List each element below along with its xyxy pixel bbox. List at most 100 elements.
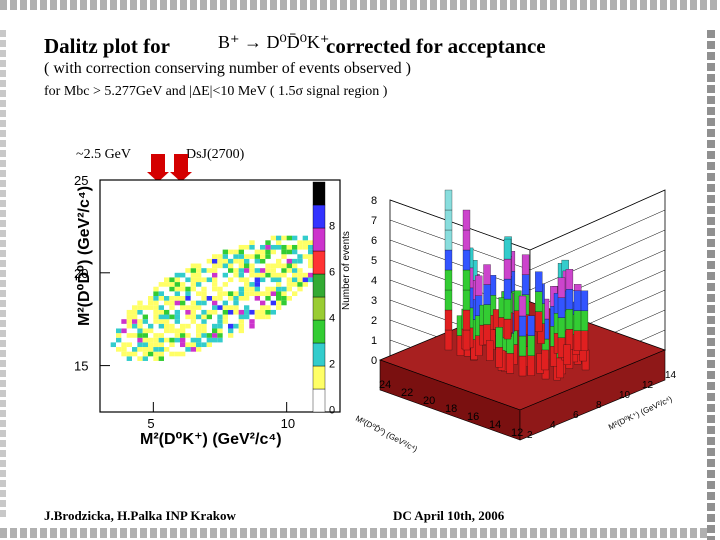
heatmap-cell bbox=[201, 319, 207, 324]
heatmap-cell bbox=[260, 254, 266, 259]
heatmap-cell bbox=[217, 286, 223, 292]
heatmap-cell bbox=[297, 268, 303, 273]
color-scale-swatch bbox=[312, 342, 326, 367]
heatmap-cell bbox=[212, 337, 218, 343]
heatmap-cell bbox=[244, 258, 250, 264]
heatmap-cell bbox=[185, 268, 191, 273]
lego-bar-segment bbox=[557, 317, 566, 338]
heatmap-cell bbox=[286, 277, 292, 283]
heatmap-cell bbox=[238, 268, 244, 273]
heatmap-cell bbox=[196, 323, 202, 329]
heatmap-cell bbox=[233, 254, 239, 259]
heatmap-cell bbox=[265, 249, 271, 255]
heatmap-cell bbox=[180, 296, 186, 301]
heatmap-cell bbox=[308, 277, 314, 283]
heatmap-cell bbox=[254, 277, 260, 283]
lego-bar-segment bbox=[563, 344, 571, 365]
heatmap-cell bbox=[132, 323, 138, 329]
heatmap-cell bbox=[142, 319, 148, 324]
lego-x-tick-label: 6 bbox=[573, 410, 579, 421]
heatmap-cell bbox=[132, 314, 138, 320]
heatmap-cell bbox=[142, 356, 148, 361]
heatmap-cell bbox=[185, 286, 191, 292]
heatmap-cell bbox=[297, 258, 303, 264]
heatmap-cell bbox=[201, 328, 207, 334]
heatmap-cell bbox=[292, 249, 298, 255]
color-scale-bar: 0 2 4 6 8 bbox=[312, 181, 335, 417]
heatmap-cell bbox=[233, 309, 239, 315]
heatmap-cell bbox=[260, 314, 266, 320]
heatmap-cell bbox=[174, 277, 180, 283]
heatmap-cell bbox=[158, 347, 164, 352]
heatmap-cell bbox=[222, 249, 228, 255]
lego-bar-segment bbox=[462, 289, 471, 311]
lego-bar-segment bbox=[444, 269, 453, 291]
heatmap-cell bbox=[174, 351, 180, 357]
z-tick-label: 4 bbox=[371, 275, 377, 287]
heatmap-cell bbox=[153, 333, 159, 338]
heatmap-cell bbox=[137, 337, 143, 343]
heatmap-cell bbox=[116, 333, 122, 338]
heatmap-cell bbox=[190, 342, 196, 348]
heatmap-cell bbox=[270, 309, 276, 315]
heatmap-cell bbox=[244, 277, 250, 283]
lego-bar-segment bbox=[444, 289, 453, 311]
heatmap-cell bbox=[148, 347, 154, 352]
heatmap-cell bbox=[126, 309, 132, 315]
heatmap-cell bbox=[281, 235, 287, 241]
lego-bar-segment bbox=[573, 310, 582, 331]
heatmap-cell bbox=[121, 347, 127, 352]
heatmap-cells bbox=[110, 235, 324, 361]
heatmap-cell bbox=[238, 291, 244, 296]
heatmap-cell bbox=[169, 305, 175, 310]
y-tick-label: 20 bbox=[74, 266, 88, 281]
heatmap-cell bbox=[142, 337, 148, 343]
heatmap-cell bbox=[217, 263, 223, 269]
heatmap-cell bbox=[276, 300, 282, 306]
lego-bar-segment bbox=[580, 310, 589, 331]
lego-bar-segment bbox=[503, 278, 512, 300]
heatmap-cell bbox=[206, 314, 212, 320]
heatmap-cell bbox=[302, 272, 308, 278]
heatmap-cell bbox=[201, 296, 207, 301]
heatmap-cell bbox=[297, 244, 303, 250]
heatmap-cell bbox=[244, 263, 250, 269]
grid-line bbox=[529, 189, 666, 251]
heatmap-cell bbox=[121, 319, 127, 324]
lego-bar-segment bbox=[535, 311, 543, 332]
heatmap-cell bbox=[286, 286, 292, 292]
heatmap-cell bbox=[201, 300, 207, 306]
heatmap-cell bbox=[276, 263, 282, 269]
heatmap-cell bbox=[121, 342, 127, 348]
heatmap-cell bbox=[292, 282, 298, 287]
lego-y-tick-label: 16 bbox=[467, 411, 479, 423]
heatmap-cell bbox=[308, 254, 314, 259]
heatmap-cell bbox=[148, 296, 154, 301]
heatmap-cell bbox=[308, 240, 314, 245]
color-scale-swatch bbox=[312, 365, 326, 390]
heatmap-cell bbox=[190, 277, 196, 283]
heatmap-cell bbox=[254, 296, 260, 301]
heatmap-cell bbox=[233, 296, 239, 301]
heatmap-cell bbox=[228, 249, 234, 255]
heatmap-cell bbox=[212, 258, 218, 264]
heatmap-cell bbox=[206, 309, 212, 315]
heatmap-cell bbox=[169, 296, 175, 301]
heatmap-cell bbox=[228, 258, 234, 264]
heatmap-cell bbox=[270, 300, 276, 306]
heatmap-cell bbox=[276, 277, 282, 283]
heatmap-cell bbox=[308, 249, 314, 255]
heatmap-cell bbox=[222, 272, 228, 278]
lego-y-tick-label: 20 bbox=[423, 395, 435, 407]
heatmap-cell bbox=[126, 333, 132, 338]
heatmap-cell bbox=[260, 300, 266, 306]
heatmap-cell bbox=[238, 328, 244, 334]
heatmap-cell bbox=[244, 291, 250, 296]
heatmap-cell bbox=[180, 333, 186, 338]
heatmap-cell bbox=[228, 328, 234, 334]
heatmap-cell bbox=[190, 263, 196, 269]
lego-bar-segment bbox=[462, 269, 471, 291]
heatmap-cell bbox=[174, 309, 180, 315]
heatmap-cell bbox=[116, 337, 122, 343]
heatmap-cell bbox=[153, 314, 159, 320]
